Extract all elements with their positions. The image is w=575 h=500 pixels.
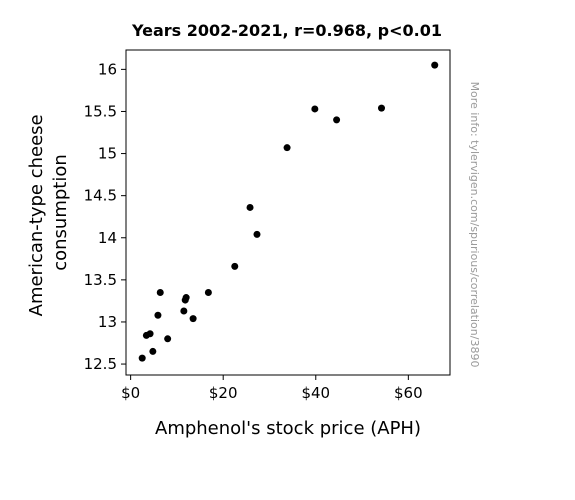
- data-point: [189, 315, 197, 323]
- y-tick-label: 15.5: [84, 102, 117, 120]
- data-point: [246, 203, 254, 211]
- y-tick-label: 15: [98, 145, 117, 163]
- data-point: [311, 105, 319, 113]
- data-point: [182, 294, 190, 302]
- x-tick-label: $40: [301, 384, 330, 402]
- y-axis-ticks: 12.5 13 13.5 14 14.5 15 15.5 16: [84, 60, 126, 373]
- y-axis-label-line-2: consumption: [50, 154, 71, 271]
- data-point: [180, 307, 188, 315]
- y-axis-label-line-1: American-type cheese: [26, 114, 47, 316]
- watermark-text: More info: tylervigen.com/spurious/corre…: [468, 82, 481, 368]
- chart-title: Years 2002-2021, r=0.968, p<0.01: [131, 21, 442, 40]
- data-point: [204, 288, 212, 296]
- data-point: [231, 262, 239, 270]
- data-points: [138, 61, 439, 362]
- data-point: [156, 288, 164, 296]
- y-tick-label: 16: [98, 60, 117, 78]
- y-tick-label: 14.5: [84, 187, 117, 205]
- y-axis-label: American-type cheese consumption: [26, 109, 71, 317]
- y-tick-label: 13: [98, 313, 117, 331]
- x-axis-label: Amphenol's stock price (APH): [155, 418, 421, 439]
- y-tick-label: 14: [98, 229, 117, 247]
- data-point: [146, 330, 154, 338]
- x-tick-label: $0: [121, 384, 140, 402]
- data-point: [333, 116, 341, 124]
- data-point: [138, 354, 146, 362]
- x-tick-label: $20: [209, 384, 238, 402]
- y-tick-label: 13.5: [84, 271, 117, 289]
- x-tick-label: $60: [394, 384, 423, 402]
- data-point: [283, 144, 291, 152]
- data-point: [377, 104, 385, 112]
- y-tick-label: 12.5: [84, 355, 117, 373]
- x-axis-ticks: $0 $20 $40 $60: [121, 375, 423, 402]
- data-point: [431, 61, 439, 69]
- data-point: [253, 230, 261, 238]
- data-point: [149, 347, 157, 355]
- plot-area-frame: [125, 49, 451, 376]
- data-point: [154, 311, 162, 319]
- data-point: [164, 335, 172, 343]
